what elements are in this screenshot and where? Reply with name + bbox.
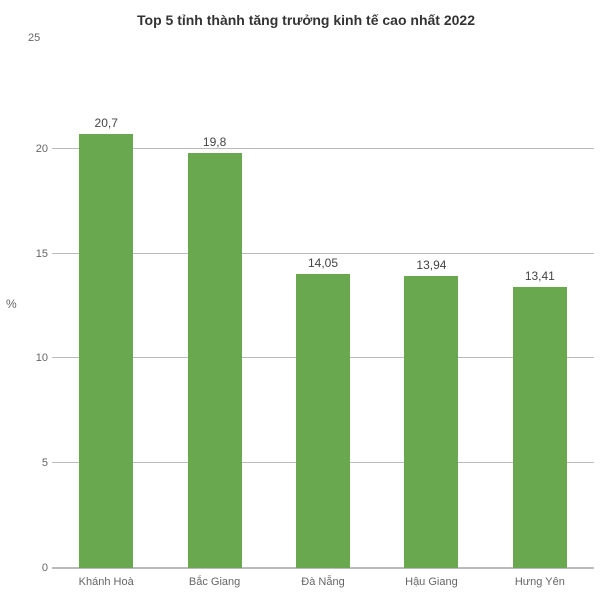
bar-slot: 20,7 Khánh Hoà <box>52 44 160 568</box>
y-axis-label: % <box>6 297 17 311</box>
xtick-label: Hưng Yên <box>515 576 565 588</box>
ytick-label: 5 <box>28 457 48 469</box>
bar-slot: 13,41 Hưng Yên <box>486 44 594 568</box>
bar-slot: 14,05 Đà Nẵng <box>269 44 377 568</box>
bar-value-label: 14,05 <box>308 256 338 270</box>
ytick-label: 15 <box>28 248 48 260</box>
bar: 20,7 <box>79 134 133 568</box>
bar-chart: Top 5 tỉnh thành tăng trưởng kinh tế cao… <box>0 0 612 607</box>
ytick-label: 0 <box>28 562 48 574</box>
bars-container: 20,7 Khánh Hoà 19,8 Bắc Giang 14,05 Đà N… <box>52 44 594 568</box>
bar-slot: 19,8 Bắc Giang <box>160 44 268 568</box>
xtick-label: Đà Nẵng <box>301 576 344 588</box>
bar-value-label: 13,41 <box>525 269 555 283</box>
bar: 13,94 <box>404 276 458 568</box>
bar: 13,41 <box>513 287 567 568</box>
chart-title: Top 5 tỉnh thành tăng trưởng kinh tế cao… <box>0 12 612 28</box>
bar-slot: 13,94 Hậu Giang <box>377 44 485 568</box>
xtick-label: Khánh Hoà <box>79 576 134 588</box>
bar: 14,05 <box>296 274 350 568</box>
bar-value-label: 13,94 <box>416 258 446 272</box>
ytick-label: 20 <box>28 143 48 155</box>
plot-area: 0 5 10 15 20 20,7 Khánh Hoà 19,8 <box>52 44 594 569</box>
xtick-label: Bắc Giang <box>189 576 240 588</box>
bar: 19,8 <box>188 153 242 568</box>
ytick-label: 25 <box>28 32 40 44</box>
bar-value-label: 20,7 <box>95 116 118 130</box>
ytick-label: 10 <box>28 352 48 364</box>
xtick-label: Hậu Giang <box>405 576 458 588</box>
bar-value-label: 19,8 <box>203 135 226 149</box>
